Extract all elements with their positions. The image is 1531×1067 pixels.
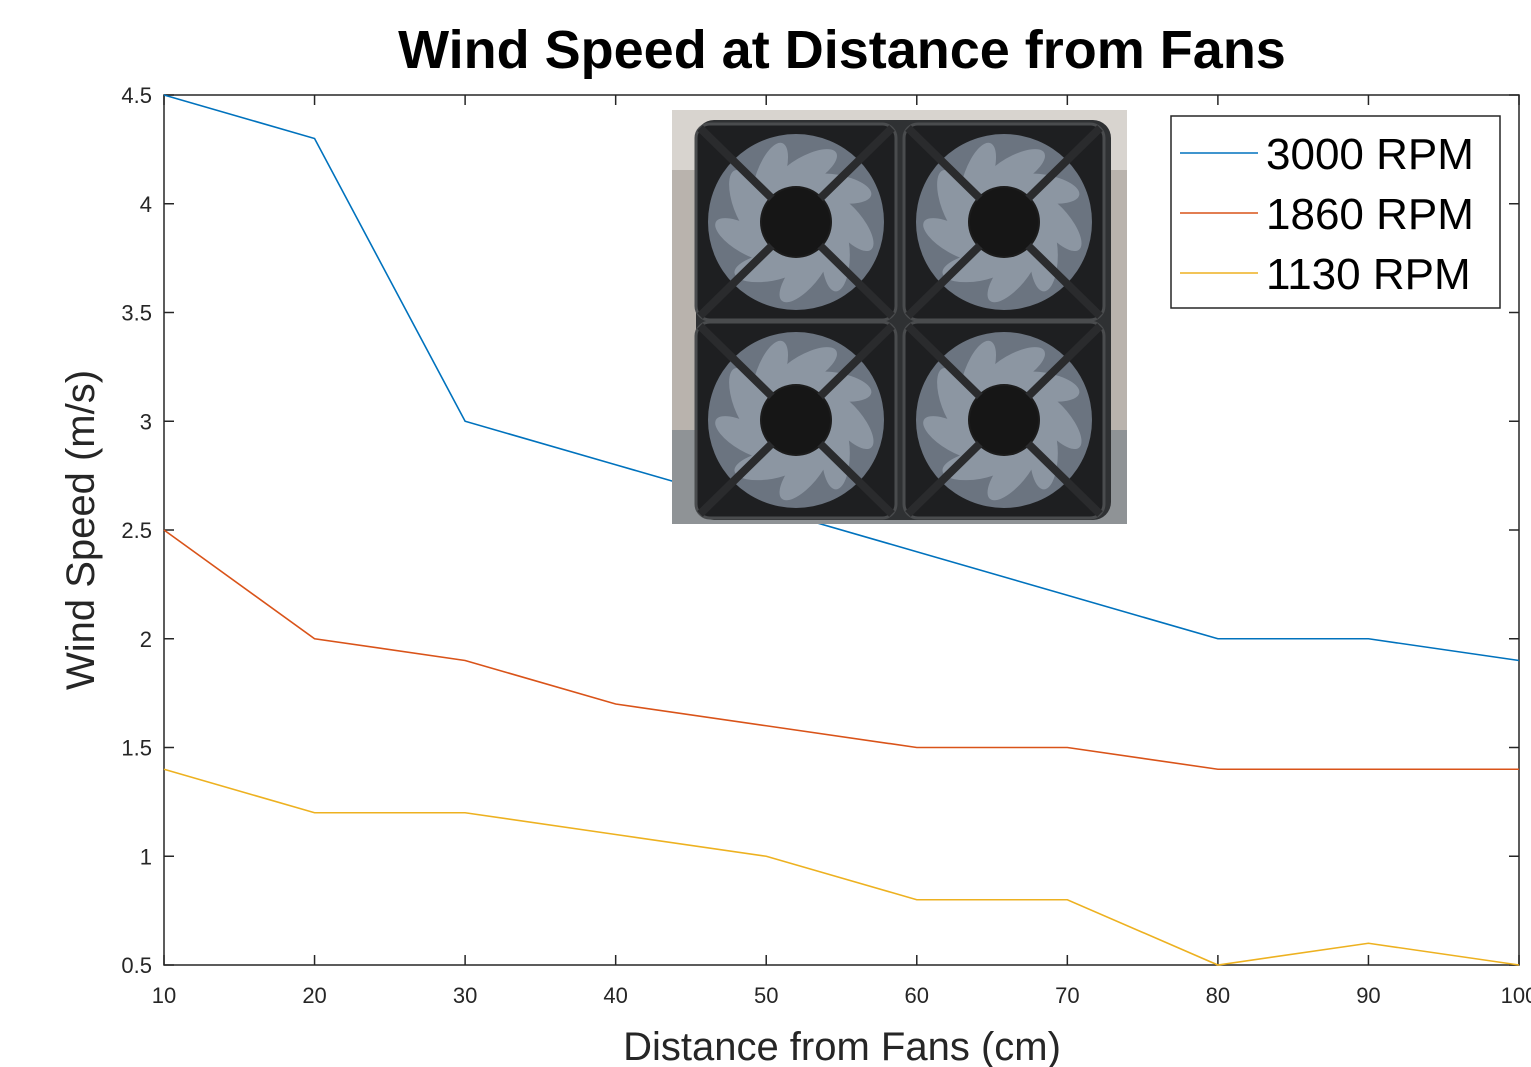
fan-icon [694,320,898,520]
y-tick-label: 2 [140,627,152,652]
chart-title: Wind Speed at Distance from Fans [398,20,1286,80]
legend-box [1170,115,1501,309]
series-line-1860-rpm [163,529,1519,771]
y-tick-label: 1 [140,844,152,869]
y-tick-label: 3.5 [121,301,152,326]
series-line-3000-rpm [163,94,1520,662]
x-tick-label: 80 [1206,983,1230,1008]
fan-icon [902,320,1106,520]
legend-entry: 1130 RPM [1266,250,1471,299]
legend-entry: 3000 RPM [1266,130,1474,179]
x-tick-label: 20 [302,983,326,1008]
x-tick-label: 40 [603,983,627,1008]
y-tick-label: 2.5 [121,518,152,543]
axis-ticks: 10 20 30 40 50 60 70 80 90 100 0.5 1 1.5 2 2.5 3 3.5 4 4.5 [121,83,1531,1008]
x-tick-label: 60 [905,983,929,1008]
y-tick-label: 4.5 [121,83,152,108]
y-tick-label: 0.5 [121,953,152,978]
y-tick-label: 1.5 [121,736,152,761]
x-axis-label: Distance from Fans (cm) [623,1025,1061,1067]
series-line-1130-rpm [163,768,1520,966]
fan-icon [694,122,898,322]
y-axis-label: Wind Speed (m/s) [59,370,103,690]
x-tick-label: 90 [1356,983,1380,1008]
y-tick-label: 4 [140,192,152,217]
x-tick-label: 50 [754,983,778,1008]
x-tick-label: 100 [1501,983,1531,1008]
y-tick-label: 3 [140,409,152,434]
legend-entry: 1860 RPM [1266,190,1474,239]
x-tick-label: 10 [152,983,176,1008]
x-tick-label: 70 [1055,983,1079,1008]
series-lines [163,94,1520,966]
fan-icon [902,122,1106,322]
legend: 3000 RPM 1860 RPM 1130 RPM [1170,115,1501,309]
x-tick-label: 30 [453,983,477,1008]
fan-array-photo-icon [672,110,1127,524]
